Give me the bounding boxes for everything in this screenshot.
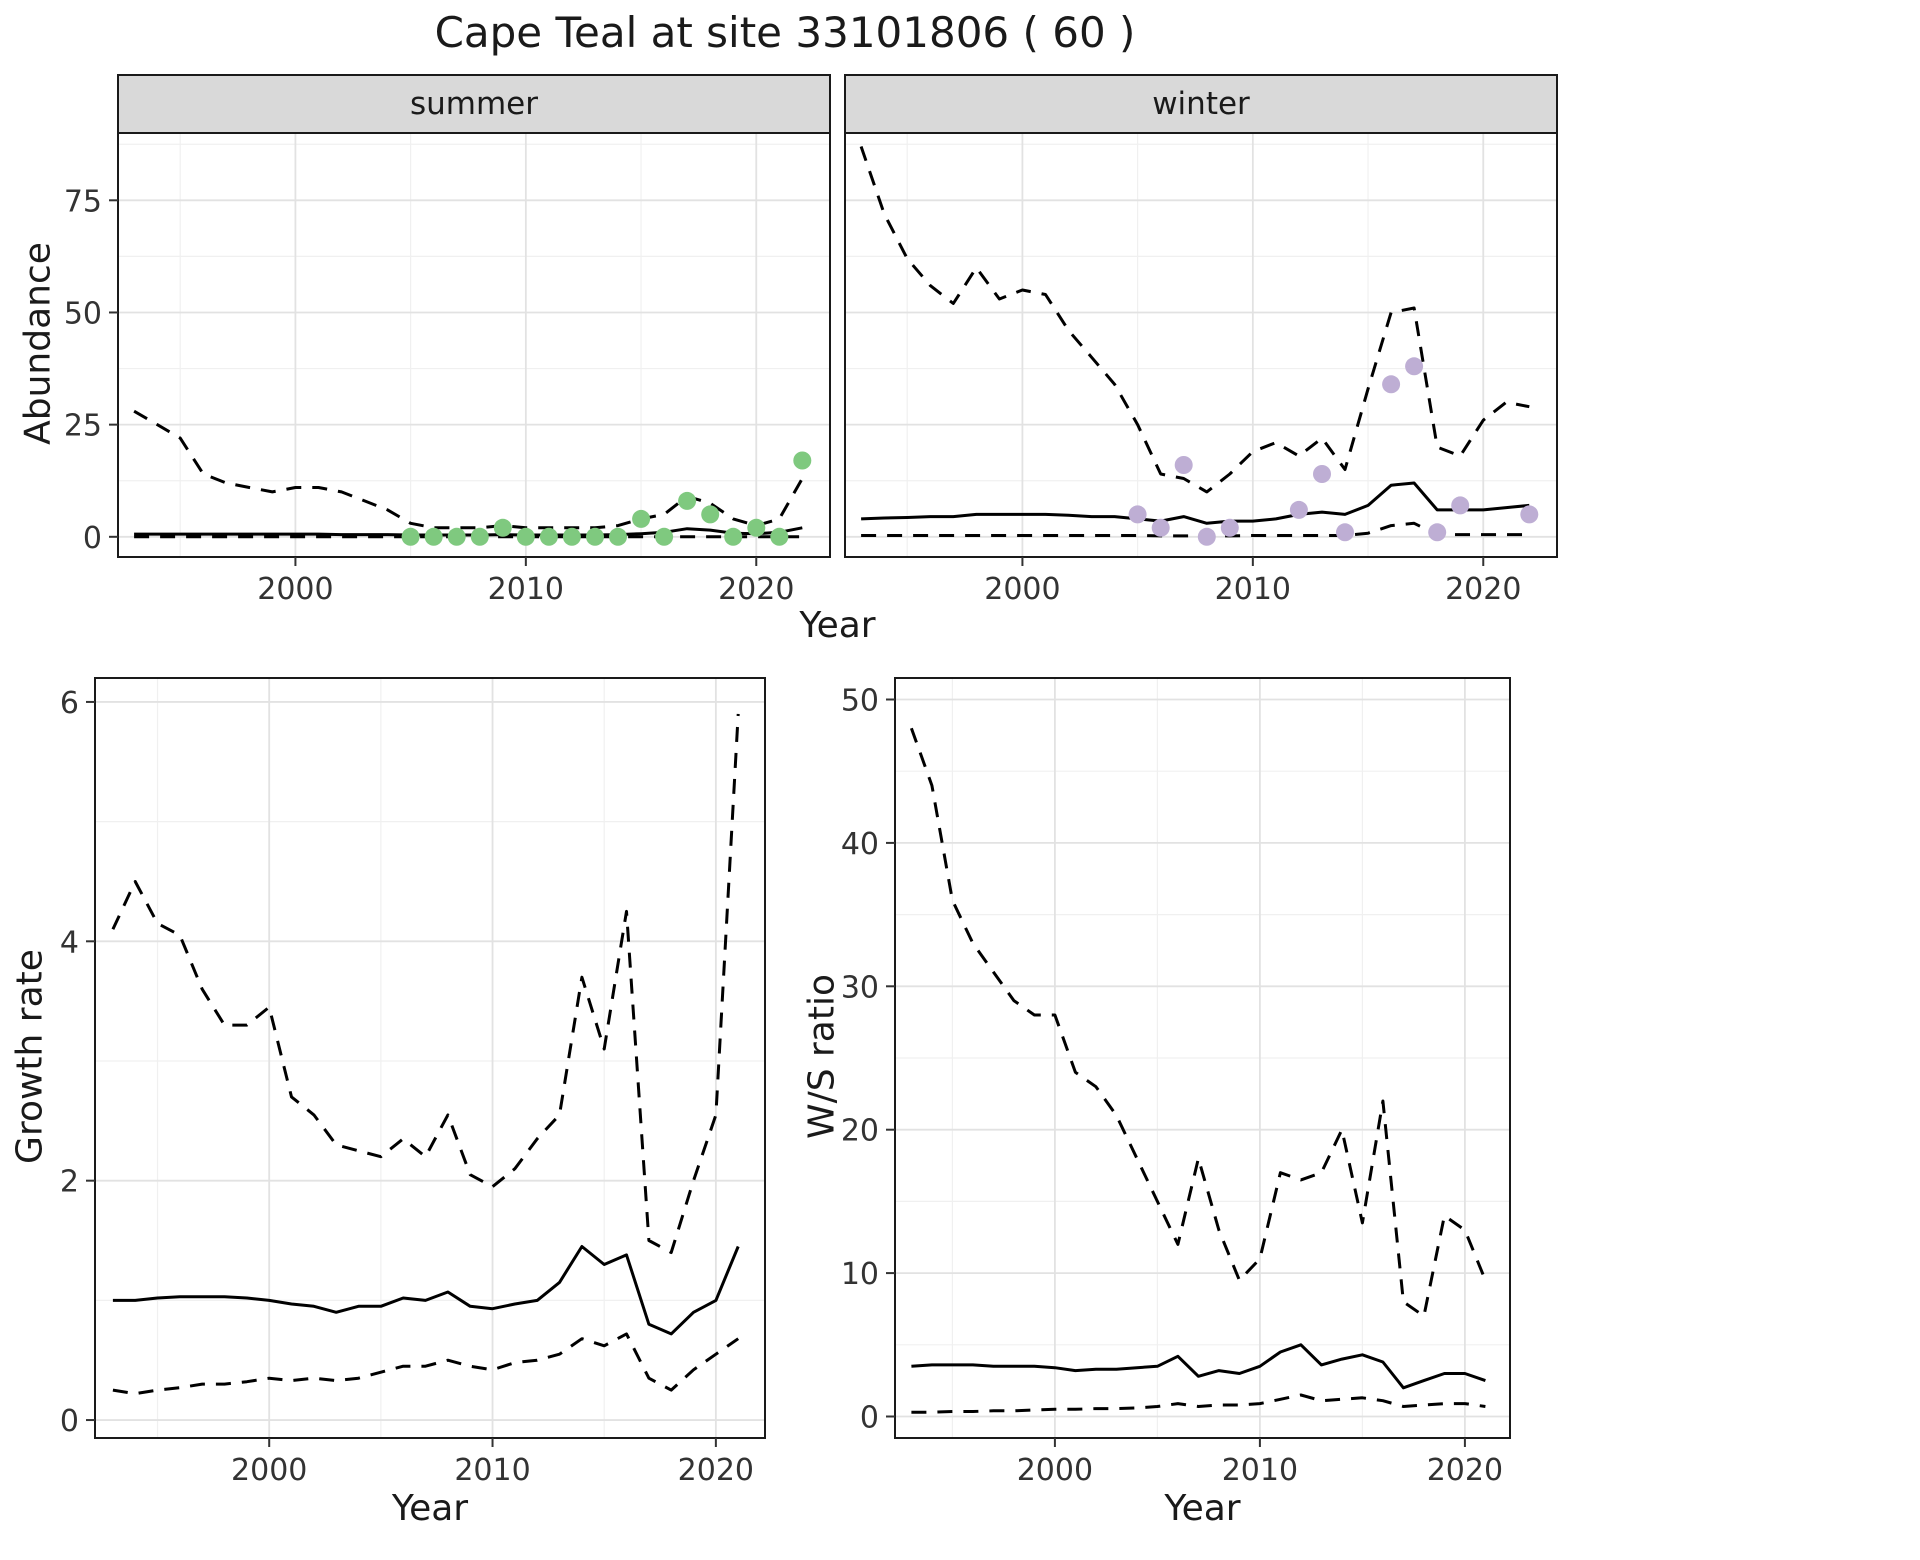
series-upper-ci bbox=[859, 146, 1530, 494]
winter-observations-point bbox=[1451, 496, 1470, 515]
y-tick-label: 6 bbox=[60, 686, 79, 721]
winter-observations-point bbox=[1520, 505, 1539, 524]
winter-observations-point bbox=[1313, 465, 1331, 483]
series-mean bbox=[134, 526, 803, 537]
summer-observations-point bbox=[747, 518, 766, 537]
x-tick-label: 2000 bbox=[257, 572, 333, 607]
summer-observations-point bbox=[678, 491, 697, 510]
x-tick-label: 2000 bbox=[231, 1453, 307, 1488]
y-tick-label: 30 bbox=[841, 970, 879, 1005]
winter-observations-point bbox=[1128, 505, 1147, 524]
winter-observations-point bbox=[1151, 518, 1170, 537]
y-tick-label: 2 bbox=[60, 1165, 79, 1200]
y-tick-label: 10 bbox=[841, 1257, 879, 1292]
summer-observations-point bbox=[701, 505, 720, 524]
facet-strip-background bbox=[117, 74, 831, 134]
summer-observations-point bbox=[586, 527, 604, 546]
facet-strip-summer-label: summer bbox=[409, 86, 538, 122]
ws-ratio-axis-label: W/S ratio bbox=[801, 973, 843, 1140]
summer-observations-point bbox=[447, 527, 466, 546]
summer-observations-point bbox=[632, 509, 651, 528]
summer-observations-point bbox=[493, 518, 512, 537]
x-tick-label: 2010 bbox=[454, 1453, 530, 1488]
series-lower-ci bbox=[861, 521, 1530, 538]
summer-observations-point bbox=[562, 527, 581, 546]
chart-title: Cape Teal at site 33101806 ( 60 ) bbox=[434, 8, 1136, 57]
winter-observations-point bbox=[1220, 518, 1239, 537]
x-tick-label: 2000 bbox=[984, 572, 1060, 607]
series-lower-ci bbox=[911, 1393, 1486, 1414]
series-mean bbox=[861, 481, 1530, 525]
panel-border bbox=[894, 677, 1511, 1439]
series-mean bbox=[112, 1245, 740, 1336]
x-tick-label: 2020 bbox=[1427, 1453, 1503, 1488]
summer-observations-point bbox=[401, 527, 420, 546]
series-lower-ci bbox=[112, 1332, 740, 1396]
y-tick-label: 50 bbox=[64, 296, 102, 331]
summer-observations-point bbox=[470, 527, 489, 546]
x-tick-label: 2010 bbox=[1215, 572, 1291, 607]
facet-strip-background bbox=[844, 74, 1558, 134]
panel-border bbox=[94, 677, 766, 1439]
abundance-axis-label: Abundance bbox=[17, 242, 59, 445]
x-tick-label: 2020 bbox=[678, 1453, 754, 1488]
ws-year-axis-label: Year bbox=[1164, 1488, 1241, 1529]
summer-observations-point bbox=[770, 527, 789, 546]
summer-observations-point bbox=[724, 527, 743, 546]
summer-observations-point bbox=[424, 527, 443, 546]
facet-strip-winter-label: winter bbox=[1152, 86, 1250, 122]
y-tick-label: 0 bbox=[60, 1404, 79, 1439]
summer-observations-point bbox=[655, 527, 674, 546]
x-tick-label: 2010 bbox=[488, 572, 564, 607]
series-upper-ci bbox=[111, 713, 740, 1254]
y-tick-label: 40 bbox=[841, 827, 879, 862]
summer-observations-point bbox=[516, 527, 535, 546]
y-tick-label: 25 bbox=[64, 409, 102, 444]
y-tick-label: 0 bbox=[860, 1400, 879, 1435]
x-tick-label: 2010 bbox=[1222, 1453, 1298, 1488]
summer-observations-point bbox=[609, 527, 627, 546]
panel-background bbox=[95, 678, 765, 1438]
series-mean bbox=[911, 1343, 1486, 1390]
growth-year-axis-label: Year bbox=[391, 1488, 469, 1529]
panel-background bbox=[845, 133, 1557, 557]
y-tick-label: 75 bbox=[64, 184, 102, 219]
summer-observations-point bbox=[793, 451, 812, 470]
y-tick-label: 20 bbox=[841, 1114, 879, 1149]
winter-observations-point bbox=[1382, 375, 1401, 394]
panel-border bbox=[844, 132, 1558, 558]
growth-rate-axis-label: Growth rate bbox=[9, 949, 51, 1164]
panel-background bbox=[118, 133, 830, 557]
winter-observations-point bbox=[1336, 523, 1354, 542]
panel-border bbox=[117, 132, 831, 558]
top-year-axis-label: Year bbox=[799, 605, 876, 646]
winter-observations-point bbox=[1197, 527, 1216, 546]
winter-observations-point bbox=[1428, 523, 1447, 542]
x-tick-label: 2020 bbox=[1445, 572, 1521, 607]
x-tick-label: 2000 bbox=[1017, 1453, 1093, 1488]
y-tick-label: 0 bbox=[83, 521, 102, 556]
y-tick-label: 4 bbox=[60, 925, 79, 960]
winter-observations-point bbox=[1289, 500, 1308, 519]
y-tick-label: 50 bbox=[841, 684, 879, 719]
winter-observations-point bbox=[1405, 357, 1424, 376]
x-tick-label: 2020 bbox=[718, 572, 794, 607]
summer-observations-point bbox=[539, 527, 558, 546]
winter-observations-point bbox=[1174, 456, 1193, 474]
